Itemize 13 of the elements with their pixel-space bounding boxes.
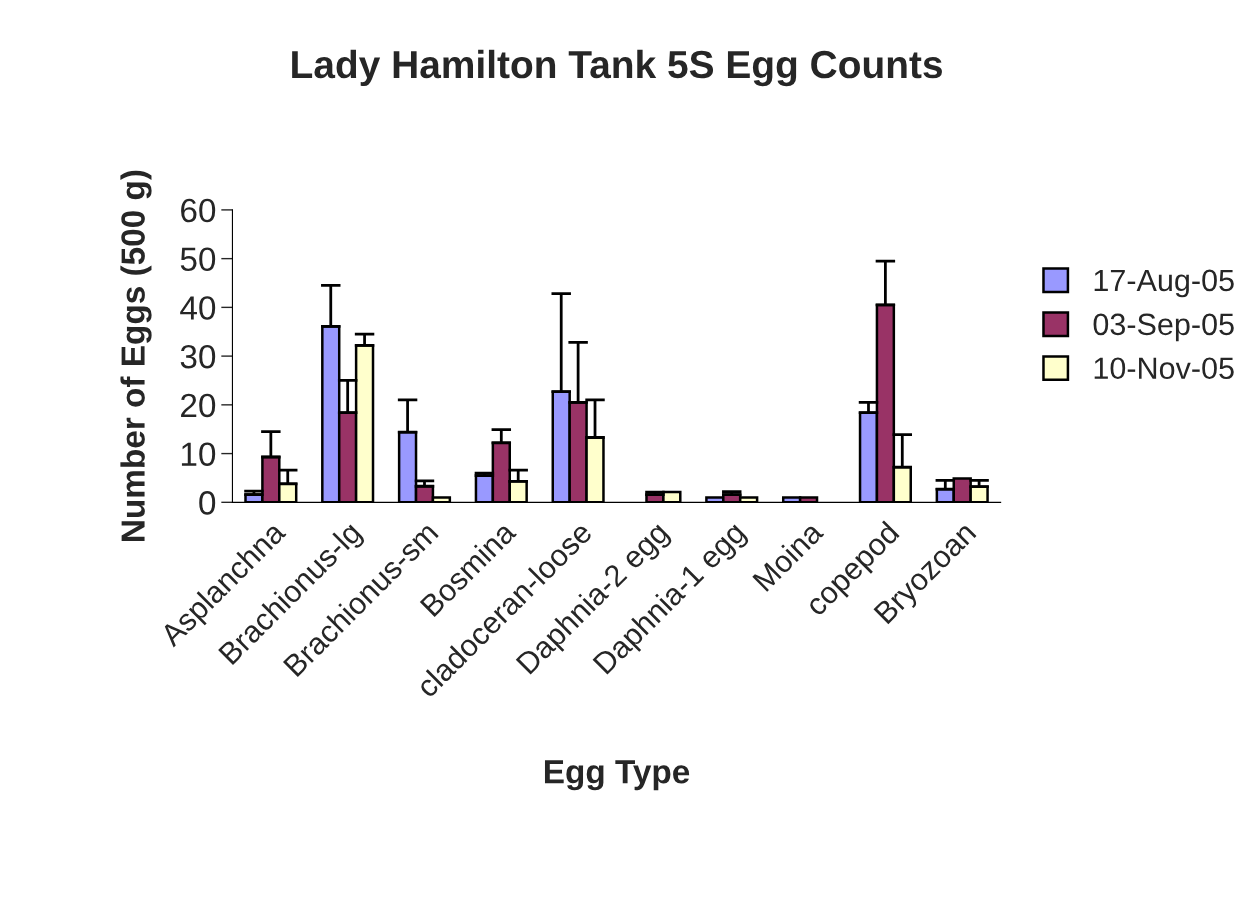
y-tick-label: 20 <box>181 393 216 418</box>
y-axis-title: Number of Eggs (500 g) <box>120 170 152 541</box>
legend-label: 03-Sep-05 <box>1093 313 1234 342</box>
y-tick-label: 30 <box>180 344 216 369</box>
legend-label: 10-Nov-05 <box>1094 357 1234 380</box>
y-tick-label: 50 <box>180 247 216 272</box>
chart-title: Lady Hamilton Tank 5S Egg Counts <box>292 49 942 87</box>
y-tick-label: 40 <box>180 296 216 320</box>
y-tick-label: 10 <box>181 442 216 466</box>
y-tick-label: 60 <box>181 198 216 223</box>
legend-label: 17-Aug-05 <box>1094 269 1234 298</box>
y-tick-label: 0 <box>199 491 216 515</box>
x-axis-title: Egg Type <box>544 760 690 791</box>
